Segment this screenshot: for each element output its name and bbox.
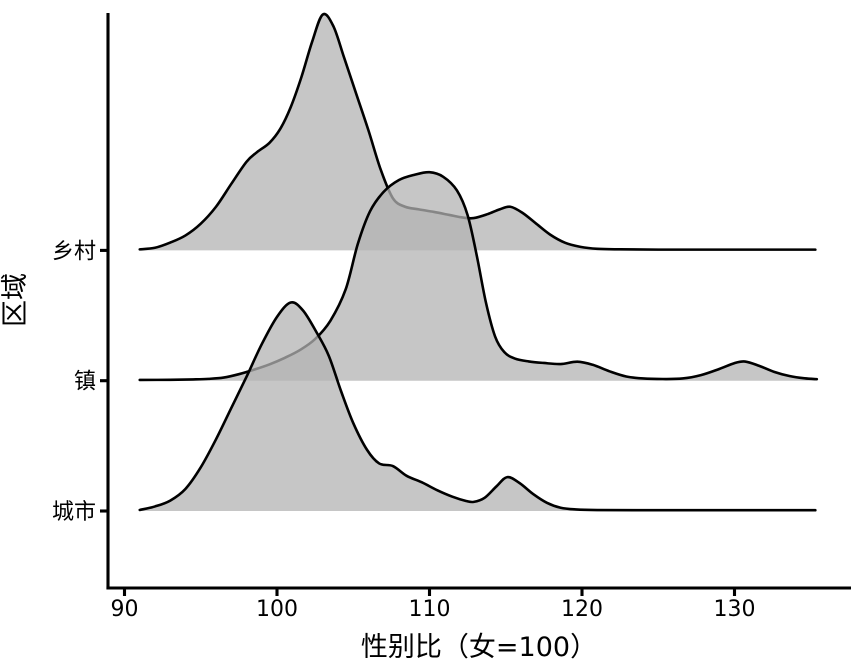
ridge-fill-city [139, 302, 816, 511]
y-axis-title: 区域 [0, 273, 31, 327]
ridge-outline-city [138, 301, 817, 512]
x-tick-label: 90 [111, 597, 139, 622]
density-ridges-layer [138, 12, 819, 512]
axes-layer [100, 13, 851, 596]
x-axis-title: 性别比（女=100） [361, 632, 597, 663]
ridge-rural [138, 12, 817, 251]
x-tick-label: 110 [409, 597, 451, 622]
category-label-city: 城市 [52, 500, 96, 525]
ridge-fill-town [139, 172, 817, 381]
category-label-rural: 乡村 [52, 239, 96, 264]
ridge-city [138, 301, 817, 512]
category-label-town: 镇 [74, 370, 96, 395]
x-tick-label: 120 [561, 597, 603, 622]
x-tick-label: 100 [256, 597, 298, 622]
x-tick-label: 130 [714, 597, 756, 622]
ridge-fill-rural [139, 14, 816, 251]
axis-labels-layer: 性别比（女=100） 区域 90 100 110 120 130 城市 镇 乡村 [0, 239, 756, 663]
